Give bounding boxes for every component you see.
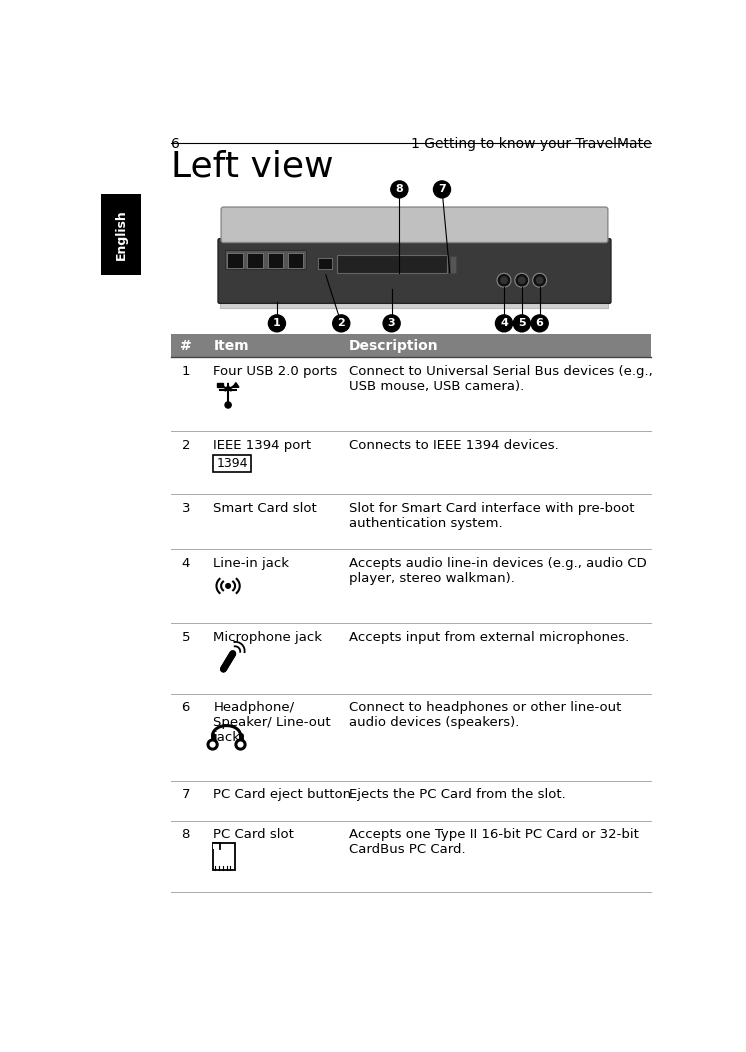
Text: 1: 1	[181, 365, 190, 378]
Circle shape	[500, 277, 508, 284]
Bar	[171, 335, 651, 358]
Text: Four USB 2.0 ports: Four USB 2.0 ports	[213, 365, 338, 378]
Text: Connect to headphones or other line-out
audio devices (speakers).: Connect to headphones or other line-out …	[349, 702, 621, 729]
Text: 5: 5	[518, 319, 526, 328]
Bar	[217, 383, 222, 386]
Text: Headphone/
Speaker/ Line-out
jack: Headphone/ Speaker/ Line-out jack	[213, 702, 331, 745]
Text: English: English	[115, 209, 128, 260]
Bar	[228, 252, 243, 268]
Circle shape	[536, 277, 544, 284]
Circle shape	[210, 742, 216, 748]
Circle shape	[235, 740, 246, 750]
Text: 2: 2	[337, 319, 345, 328]
Text: IEEE 1394 port: IEEE 1394 port	[213, 439, 312, 452]
Text: Connect to Universal Serial Bus devices (e.g.,
USB mouse, USB camera).: Connect to Universal Serial Bus devices …	[349, 365, 653, 393]
Ellipse shape	[383, 315, 400, 331]
Bar	[318, 258, 332, 269]
Text: 6: 6	[181, 702, 190, 714]
Polygon shape	[233, 383, 239, 387]
Text: 7: 7	[438, 184, 446, 195]
Text: 3: 3	[388, 319, 395, 328]
Text: Accepts input from external microphones.: Accepts input from external microphones.	[349, 630, 629, 644]
FancyBboxPatch shape	[213, 456, 251, 472]
Circle shape	[518, 277, 526, 284]
Circle shape	[226, 584, 231, 588]
Text: Connects to IEEE 1394 devices.: Connects to IEEE 1394 devices.	[349, 439, 559, 452]
Bar	[248, 252, 263, 268]
Text: 8: 8	[395, 184, 404, 195]
Text: 1394: 1394	[216, 457, 248, 470]
Text: Accepts audio line-in devices (e.g., audio CD
player, stereo walkman).: Accepts audio line-in devices (e.g., aud…	[349, 557, 647, 585]
FancyBboxPatch shape	[220, 300, 609, 308]
Text: 3: 3	[181, 502, 190, 515]
Bar	[213, 843, 219, 849]
Text: Microphone jack: Microphone jack	[213, 630, 322, 644]
Bar	[450, 256, 456, 272]
Bar	[101, 194, 141, 275]
Circle shape	[207, 740, 218, 750]
Text: 4: 4	[181, 557, 190, 570]
Text: 1 Getting to know your TravelMate: 1 Getting to know your TravelMate	[410, 137, 651, 151]
Text: 8: 8	[181, 829, 190, 842]
Ellipse shape	[333, 315, 350, 331]
Ellipse shape	[433, 181, 451, 198]
Text: PC Card eject button: PC Card eject button	[213, 788, 351, 802]
FancyBboxPatch shape	[221, 207, 608, 243]
Circle shape	[237, 742, 244, 748]
Circle shape	[533, 274, 547, 287]
Text: 1: 1	[273, 319, 280, 328]
Text: Item: Item	[213, 339, 249, 352]
Text: Description: Description	[349, 339, 439, 352]
Text: 6: 6	[536, 319, 544, 328]
Text: 6: 6	[171, 137, 180, 151]
Circle shape	[497, 274, 511, 287]
FancyBboxPatch shape	[336, 255, 447, 274]
Text: 7: 7	[181, 788, 190, 802]
Ellipse shape	[531, 315, 548, 331]
Text: Slot for Smart Card interface with pre-boot
authentication system.: Slot for Smart Card interface with pre-b…	[349, 502, 635, 530]
Ellipse shape	[269, 315, 286, 331]
FancyBboxPatch shape	[218, 239, 611, 303]
Bar	[225, 250, 307, 269]
Circle shape	[515, 274, 529, 287]
Text: 4: 4	[500, 319, 508, 328]
Text: Ejects the PC Card from the slot.: Ejects the PC Card from the slot.	[349, 788, 565, 802]
FancyBboxPatch shape	[213, 843, 235, 870]
Text: Left view: Left view	[171, 149, 333, 183]
Text: #: #	[180, 339, 192, 352]
Text: Smart Card slot: Smart Card slot	[213, 502, 317, 515]
Text: 2: 2	[181, 439, 190, 452]
Circle shape	[225, 402, 231, 408]
Text: Line-in jack: Line-in jack	[213, 557, 289, 570]
Ellipse shape	[391, 181, 408, 198]
Text: PC Card slot: PC Card slot	[213, 829, 294, 842]
Ellipse shape	[513, 315, 530, 331]
Text: 5: 5	[181, 630, 190, 644]
Text: Accepts one Type II 16-bit PC Card or 32-bit
CardBus PC Card.: Accepts one Type II 16-bit PC Card or 32…	[349, 829, 639, 856]
Ellipse shape	[495, 315, 513, 331]
Bar	[288, 252, 304, 268]
Bar	[268, 252, 283, 268]
